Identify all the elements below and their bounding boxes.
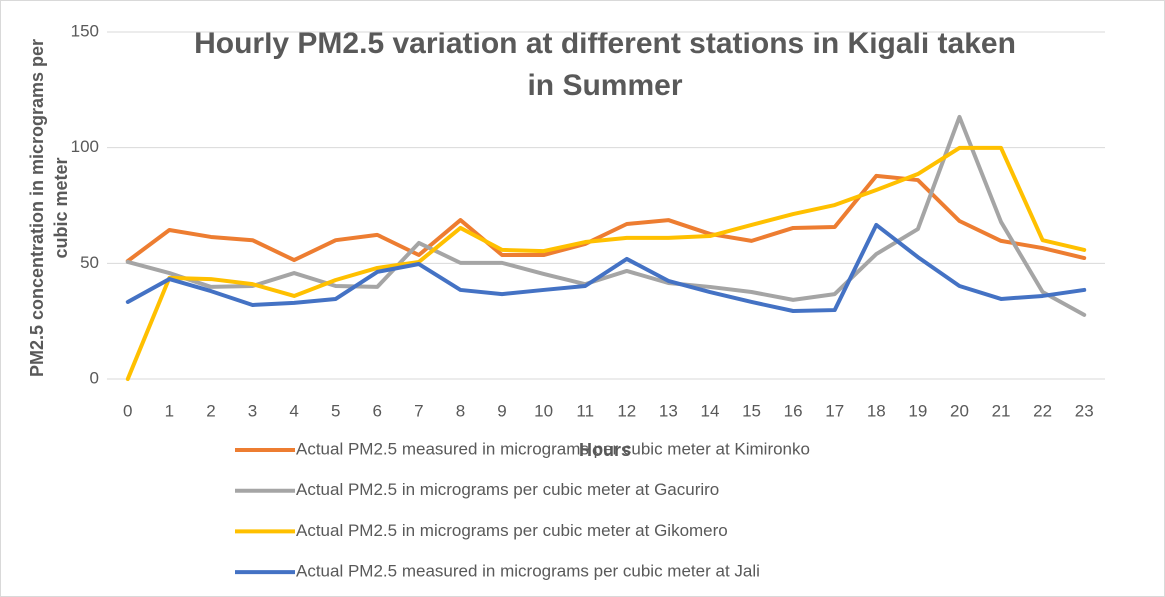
x-tick-label: 11 bbox=[576, 401, 594, 420]
x-tick-label: 19 bbox=[908, 401, 927, 420]
x-tick-label: 20 bbox=[950, 401, 969, 420]
x-tick-label: 22 bbox=[1033, 401, 1052, 420]
x-tick-label: 21 bbox=[992, 401, 1011, 420]
x-tick-label: 3 bbox=[248, 401, 257, 420]
x-tick-label: 15 bbox=[742, 401, 761, 420]
x-tick-label: 6 bbox=[373, 401, 382, 420]
x-tick-label: 8 bbox=[456, 401, 465, 420]
legend-label: Actual PM2.5 measured in micrograms per … bbox=[296, 562, 760, 581]
x-tick-label: 2 bbox=[206, 401, 215, 420]
x-tick-label: 23 bbox=[1075, 401, 1094, 420]
x-tick-label: 10 bbox=[534, 401, 553, 420]
x-tick-label: 9 bbox=[497, 401, 506, 420]
y-tick-label: 50 bbox=[80, 253, 99, 272]
chart-title: in Summer bbox=[527, 69, 682, 102]
x-tick-label: 12 bbox=[617, 401, 636, 420]
x-tick-label: 5 bbox=[331, 401, 340, 420]
legend-label: Actual PM2.5 measured in micrograms per … bbox=[296, 439, 810, 458]
y-tick-label: 100 bbox=[71, 137, 99, 156]
legend-label: Actual PM2.5 in micrograms per cubic met… bbox=[296, 521, 728, 540]
x-axis-title: Hours bbox=[579, 440, 631, 460]
y-tick-label: 0 bbox=[90, 368, 99, 387]
y-axis-title: PM2.5 concentration in micrograms per bbox=[27, 39, 47, 377]
x-tick-label: 0 bbox=[123, 401, 132, 420]
series-line bbox=[125, 173, 1087, 264]
x-tick-label: 7 bbox=[414, 401, 423, 420]
x-tick-label: 14 bbox=[700, 401, 719, 420]
series-line bbox=[125, 222, 1087, 313]
x-tick-label: 1 bbox=[165, 401, 174, 420]
y-tick-label: 150 bbox=[71, 21, 99, 40]
y-axis-title: cubic meter bbox=[51, 157, 71, 258]
x-tick-label: 13 bbox=[659, 401, 678, 420]
x-tick-label: 17 bbox=[825, 401, 844, 420]
series-line bbox=[125, 114, 1087, 317]
x-tick-label: 16 bbox=[784, 401, 803, 420]
legend-label: Actual PM2.5 in micrograms per cubic met… bbox=[296, 480, 719, 499]
series-line bbox=[125, 145, 1087, 381]
x-tick-label: 4 bbox=[289, 401, 298, 420]
x-tick-label: 18 bbox=[867, 401, 886, 420]
